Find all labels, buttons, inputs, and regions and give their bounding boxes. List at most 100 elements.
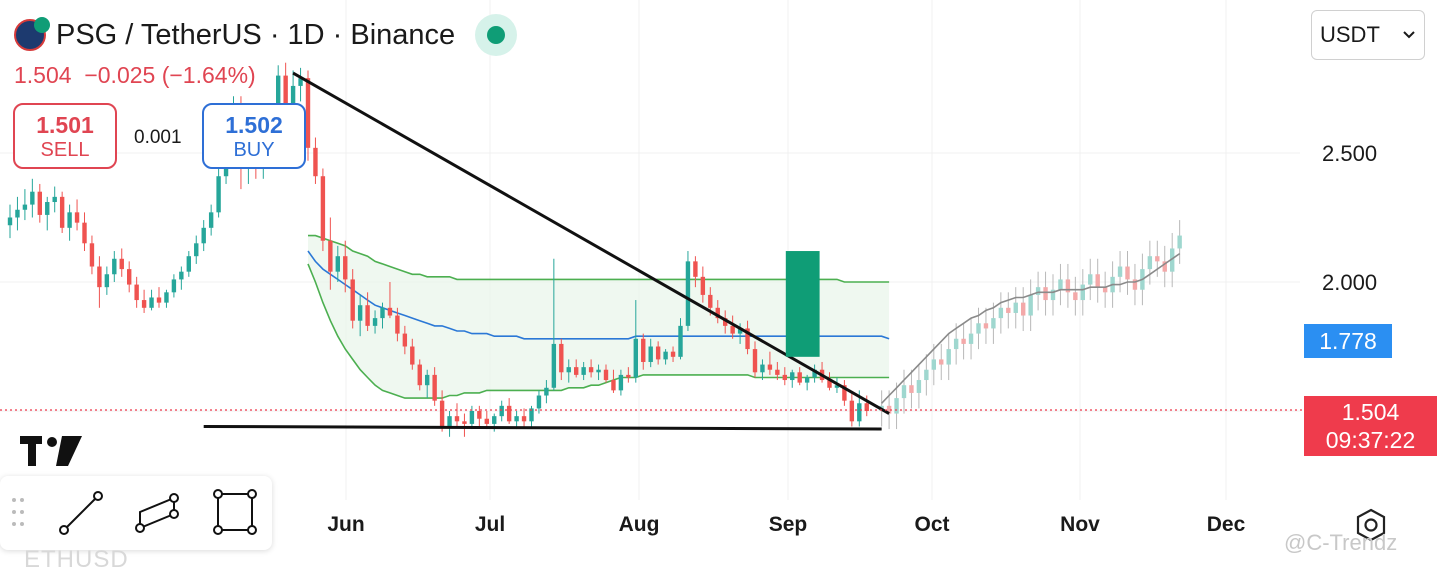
projection-body	[1080, 284, 1085, 301]
currency-value: USDT	[1320, 22, 1380, 47]
projection-body	[976, 323, 981, 334]
projection-body	[1132, 279, 1138, 290]
candle-body	[328, 240, 333, 272]
candle-body	[812, 369, 817, 378]
candle-body	[708, 294, 713, 308]
candle-body	[745, 328, 750, 350]
candle-body	[186, 256, 191, 272]
last-price-tag: 1.504 09:37:22	[1304, 396, 1437, 456]
exchange-badge-icon	[34, 17, 50, 33]
price-axis-label: 2.500	[1322, 141, 1377, 166]
projection-body	[1117, 266, 1123, 277]
projection-body	[991, 318, 996, 329]
candle-body	[104, 274, 110, 288]
drag-handle-icon[interactable]	[10, 496, 26, 530]
candle-body	[380, 307, 385, 319]
watermark: @C-Trendz	[1284, 530, 1398, 555]
time-axis-label: Jun	[327, 513, 364, 536]
parallel-channel-tool-icon[interactable]	[130, 486, 186, 540]
candle-body	[313, 147, 318, 177]
candle-body	[290, 85, 296, 104]
candle-body	[365, 305, 370, 326]
projection-body	[901, 385, 907, 399]
candle-body	[119, 258, 124, 270]
tradingview-logo-icon	[20, 436, 82, 466]
projection-body	[909, 385, 914, 393]
candle-body	[343, 256, 348, 280]
currency-selector[interactable]: USDT	[1311, 10, 1425, 60]
candle-body	[484, 418, 489, 424]
candle-body	[82, 222, 87, 244]
projection-box	[785, 251, 820, 357]
projection-body	[1095, 274, 1100, 288]
drawings[interactable]	[203, 71, 890, 431]
candle-body	[15, 209, 20, 218]
candle-body	[439, 400, 445, 427]
candle-body	[544, 387, 549, 396]
time-axis-label: Jul	[475, 513, 505, 536]
price-change-readout: 1.504 −0.025 (−1.64%)	[14, 62, 256, 88]
band-fill	[308, 235, 890, 399]
candle-body	[216, 176, 221, 213]
candle-body	[790, 372, 795, 381]
projection-body	[894, 398, 899, 414]
candle-body	[410, 346, 415, 365]
symbol-header: PSG / TetherUS · 1D · Binance	[14, 14, 518, 56]
candle-body	[447, 416, 452, 427]
projection-body	[1125, 266, 1130, 280]
projection-body	[1102, 287, 1108, 293]
chevron-down-icon	[1403, 31, 1415, 39]
candle-body	[37, 191, 42, 215]
candle-body	[566, 367, 571, 373]
candle-body	[506, 405, 512, 422]
projection-body	[1006, 307, 1011, 313]
settings-gear-icon[interactable]	[1353, 507, 1389, 543]
candle-body	[723, 318, 728, 326]
candle-body	[425, 374, 430, 386]
rectangle-tool-icon[interactable]	[208, 486, 264, 540]
time-axis-label: Oct	[914, 513, 949, 536]
candle-body	[603, 369, 609, 381]
candle-body	[655, 346, 661, 360]
candle-body	[685, 261, 691, 326]
candle-body	[700, 276, 706, 295]
candle-body	[74, 212, 80, 223]
projection-body	[1065, 279, 1071, 293]
buy-price: 1.502	[225, 112, 283, 138]
candle-body	[201, 227, 206, 244]
candle-body	[320, 176, 326, 241]
candle-body	[641, 338, 646, 362]
candle-body	[387, 307, 393, 316]
candle-body	[767, 364, 773, 370]
buy-button[interactable]: 1.502 BUY	[202, 103, 306, 169]
time-axis-label: Sep	[769, 513, 808, 536]
price-axis[interactable]: 2.500 2.000	[1322, 141, 1377, 295]
sell-button[interactable]: 1.501 SELL	[13, 103, 117, 169]
candle-body	[141, 300, 147, 308]
candle-body	[596, 369, 601, 373]
candle-body	[372, 318, 378, 326]
projection-body	[939, 359, 944, 365]
projection-body	[1147, 256, 1153, 270]
candle-body	[171, 279, 177, 293]
time-axis-label: Dec	[1207, 513, 1246, 536]
candle-body	[797, 372, 802, 383]
sell-label: SELL	[40, 139, 90, 161]
candle-body	[357, 305, 363, 321]
time-axis[interactable]: Jun Jul Aug Sep Oct Nov Dec	[327, 513, 1245, 536]
candle-body	[648, 346, 653, 362]
candle-body	[335, 256, 340, 272]
symbol-title[interactable]: PSG / TetherUS · 1D · Binance	[56, 18, 456, 51]
candle-body	[678, 325, 683, 357]
trend-line-tool-icon[interactable]	[52, 486, 108, 540]
candle-body	[492, 416, 497, 424]
time-axis-label: Nov	[1060, 513, 1100, 536]
candle-body	[514, 416, 519, 422]
candle-body	[22, 204, 28, 210]
candle-body	[782, 374, 787, 381]
candle-body	[305, 78, 311, 148]
live-status-dot-icon	[475, 14, 518, 56]
candle-body	[469, 411, 475, 424]
candle-body	[462, 421, 467, 424]
